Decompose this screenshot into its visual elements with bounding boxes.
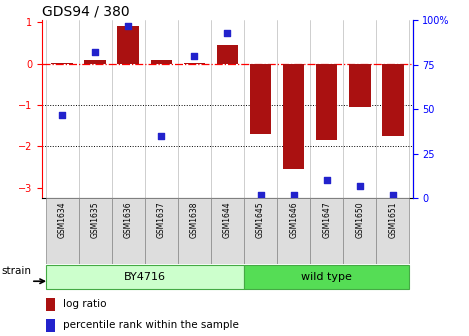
Text: GSM1636: GSM1636 [124, 202, 133, 238]
Bar [45, 198, 79, 264]
Point [91, 49, 99, 55]
Point [389, 192, 397, 197]
Text: wild type: wild type [301, 272, 352, 282]
Text: percentile rank within the sample: percentile rank within the sample [62, 320, 238, 330]
Point [190, 53, 198, 58]
Bar [184, 63, 205, 64]
Bar [283, 64, 304, 169]
Point [356, 183, 363, 188]
Bar [316, 64, 338, 140]
Bar [46, 298, 55, 311]
Bar [178, 198, 211, 264]
Text: GSM1646: GSM1646 [289, 202, 298, 238]
Bar [382, 64, 404, 136]
Text: log ratio: log ratio [62, 299, 106, 309]
Bar [211, 198, 244, 264]
Bar [343, 198, 376, 264]
Text: GSM1651: GSM1651 [388, 202, 397, 238]
Text: GSM1644: GSM1644 [223, 202, 232, 238]
Bar [250, 64, 271, 134]
Point [224, 30, 231, 35]
Bar [145, 198, 178, 264]
Point [290, 192, 297, 197]
Text: BY4716: BY4716 [124, 272, 166, 282]
Text: GSM1647: GSM1647 [322, 202, 331, 238]
Text: strain: strain [1, 266, 31, 276]
Bar [112, 198, 145, 264]
Bar [117, 26, 139, 64]
Bar [310, 198, 343, 264]
Point [257, 192, 265, 197]
Text: GSM1645: GSM1645 [256, 202, 265, 238]
Bar [277, 198, 310, 264]
Bar [79, 198, 112, 264]
Bar [217, 45, 238, 64]
Bar [46, 319, 55, 332]
Bar [244, 265, 409, 289]
Point [158, 133, 165, 139]
Point [124, 23, 132, 28]
Bar [51, 63, 73, 64]
Bar [45, 265, 244, 289]
Text: GSM1635: GSM1635 [91, 202, 99, 238]
Bar [151, 59, 172, 64]
Text: GDS94 / 380: GDS94 / 380 [42, 5, 130, 19]
Text: GSM1634: GSM1634 [58, 202, 67, 238]
Bar [376, 198, 409, 264]
Bar [244, 198, 277, 264]
Point [323, 178, 331, 183]
Text: GSM1637: GSM1637 [157, 202, 166, 238]
Text: GSM1638: GSM1638 [190, 202, 199, 238]
Point [58, 112, 66, 117]
Bar [349, 64, 371, 107]
Text: GSM1650: GSM1650 [356, 202, 364, 238]
Bar [84, 60, 106, 64]
